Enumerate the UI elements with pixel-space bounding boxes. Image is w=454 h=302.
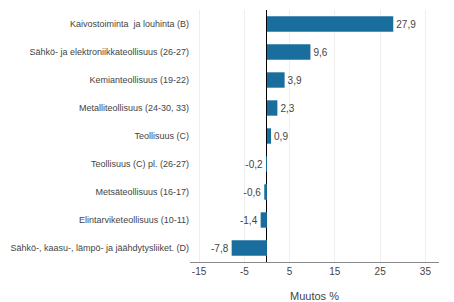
svg-text:-0,6: -0,6 xyxy=(244,187,262,198)
svg-text:5: 5 xyxy=(287,266,293,277)
svg-text:Elintarviketeollisuus (10-11): Elintarviketeollisuus (10-11) xyxy=(79,215,189,225)
svg-text:3,9: 3,9 xyxy=(288,75,302,86)
svg-text:0,9: 0,9 xyxy=(274,131,288,142)
svg-text:25: 25 xyxy=(375,266,387,277)
svg-text:Teollisuus (C): Teollisuus (C) xyxy=(134,131,189,141)
svg-text:Metsäteollisuus (16-17): Metsäteollisuus (16-17) xyxy=(95,187,189,197)
svg-text:2,3: 2,3 xyxy=(280,103,294,114)
svg-text:Kemianteollisuus (19-22): Kemianteollisuus (19-22) xyxy=(89,75,189,85)
svg-text:Kaivostoiminta ja louhinta (B: Kaivostoiminta ja louhinta (B) xyxy=(70,19,189,29)
svg-text:27,9: 27,9 xyxy=(396,19,416,30)
svg-text:Teollisuus (C) pl. (26-27): Teollisuus (C) pl. (26-27) xyxy=(91,159,189,169)
svg-text:Sähkö- ja elektroniikkateollis: Sähkö- ja elektroniikkateollisuus (26-27… xyxy=(29,47,189,57)
svg-text:Muutos %: Muutos % xyxy=(290,290,339,302)
svg-text:-0,2: -0,2 xyxy=(245,159,263,170)
svg-text:9,6: 9,6 xyxy=(313,47,327,58)
svg-text:-5: -5 xyxy=(240,266,249,277)
svg-text:Metalliteollisuus (24-30, 33): Metalliteollisuus (24-30, 33) xyxy=(79,103,189,113)
svg-text:35: 35 xyxy=(420,266,432,277)
svg-text:-7,8: -7,8 xyxy=(211,243,229,254)
svg-text:-1,4: -1,4 xyxy=(240,215,258,226)
svg-text:15: 15 xyxy=(329,266,341,277)
svg-text:-15: -15 xyxy=(192,266,207,277)
svg-text:Sähkö-, kaasu-, lämpö- ja jääh: Sähkö-, kaasu-, lämpö- ja jäähdytysliike… xyxy=(10,243,189,253)
